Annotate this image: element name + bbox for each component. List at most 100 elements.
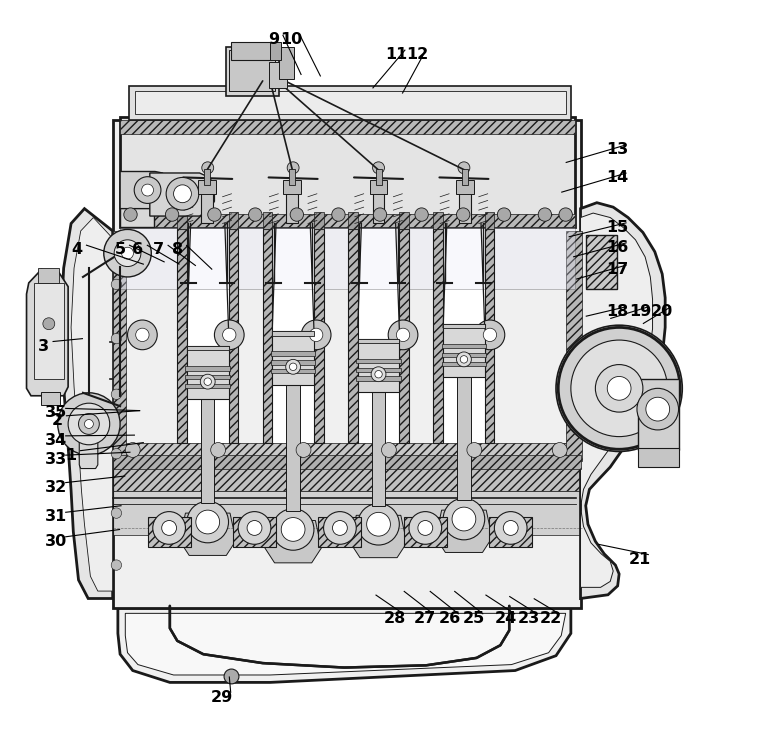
Polygon shape [150, 173, 214, 216]
Bar [289, 169, 295, 185]
Bar [369, 180, 388, 193]
Circle shape [358, 504, 399, 545]
Bar [272, 228, 314, 443]
Bar [399, 212, 409, 228]
Circle shape [134, 176, 161, 203]
Text: 23: 23 [517, 611, 539, 626]
Circle shape [375, 371, 382, 378]
Polygon shape [350, 516, 407, 558]
Bar [113, 443, 581, 461]
Polygon shape [118, 608, 571, 682]
Text: 4: 4 [72, 242, 82, 257]
Circle shape [556, 325, 682, 452]
Bar [456, 180, 474, 193]
Text: 33: 33 [45, 452, 67, 467]
Circle shape [43, 318, 55, 330]
Text: 2: 2 [51, 413, 63, 428]
Bar [279, 48, 294, 79]
Bar [135, 92, 565, 114]
Text: 28: 28 [384, 611, 406, 626]
Bar [231, 42, 272, 60]
Circle shape [290, 208, 304, 221]
Circle shape [58, 393, 120, 455]
Bar [565, 231, 582, 461]
Bar [113, 120, 581, 608]
Circle shape [396, 328, 410, 341]
Circle shape [201, 162, 214, 173]
Circle shape [324, 512, 356, 545]
Circle shape [483, 328, 497, 341]
Text: 1: 1 [66, 448, 76, 463]
Text: 25: 25 [463, 611, 485, 626]
Circle shape [296, 443, 311, 458]
Circle shape [372, 162, 385, 173]
Bar [262, 212, 272, 228]
Circle shape [415, 208, 428, 221]
Circle shape [282, 518, 305, 542]
Circle shape [456, 208, 470, 221]
Circle shape [214, 320, 244, 350]
Circle shape [196, 510, 220, 534]
Bar [442, 362, 486, 366]
Circle shape [104, 229, 151, 277]
Bar [358, 228, 399, 443]
Bar [638, 449, 678, 467]
Polygon shape [372, 385, 385, 506]
Circle shape [367, 513, 391, 536]
Bar [129, 86, 571, 120]
Polygon shape [79, 430, 98, 469]
Text: 7: 7 [153, 242, 164, 257]
Circle shape [497, 208, 510, 221]
Polygon shape [201, 392, 214, 504]
Bar [404, 517, 447, 547]
Circle shape [475, 320, 505, 350]
Circle shape [121, 247, 134, 259]
Bar [185, 366, 230, 371]
Circle shape [272, 509, 314, 551]
Bar [113, 491, 581, 536]
Circle shape [418, 521, 433, 536]
Bar [229, 228, 238, 443]
Bar [443, 324, 485, 377]
Circle shape [114, 240, 141, 266]
Circle shape [494, 512, 527, 545]
Circle shape [373, 208, 387, 221]
Bar [185, 384, 230, 388]
Text: 22: 22 [539, 611, 562, 626]
Bar [229, 51, 275, 92]
Bar [485, 212, 494, 228]
Bar [34, 283, 63, 379]
Text: 16: 16 [607, 240, 629, 254]
Text: 14: 14 [607, 170, 629, 185]
Polygon shape [71, 217, 113, 591]
Bar [120, 186, 153, 227]
Circle shape [571, 340, 668, 437]
Bar [187, 346, 229, 350]
Polygon shape [457, 370, 471, 501]
Bar [113, 231, 126, 461]
Bar [443, 324, 485, 328]
Circle shape [409, 512, 442, 545]
Polygon shape [581, 213, 652, 587]
Bar [356, 359, 401, 363]
Bar [262, 228, 272, 443]
Circle shape [79, 414, 99, 434]
Bar [358, 339, 399, 343]
Bar [198, 180, 216, 193]
Circle shape [111, 449, 121, 459]
Circle shape [111, 389, 121, 400]
Bar [272, 331, 314, 336]
Bar [586, 235, 617, 289]
Circle shape [504, 521, 518, 536]
Bar [442, 353, 486, 357]
Circle shape [607, 376, 631, 400]
Bar [433, 212, 443, 228]
Bar [314, 212, 324, 228]
Circle shape [153, 512, 185, 545]
Bar [372, 182, 385, 223]
Polygon shape [120, 172, 170, 208]
Bar [113, 455, 581, 469]
Bar [314, 228, 324, 443]
Text: 29: 29 [211, 690, 233, 705]
Bar [120, 120, 575, 135]
